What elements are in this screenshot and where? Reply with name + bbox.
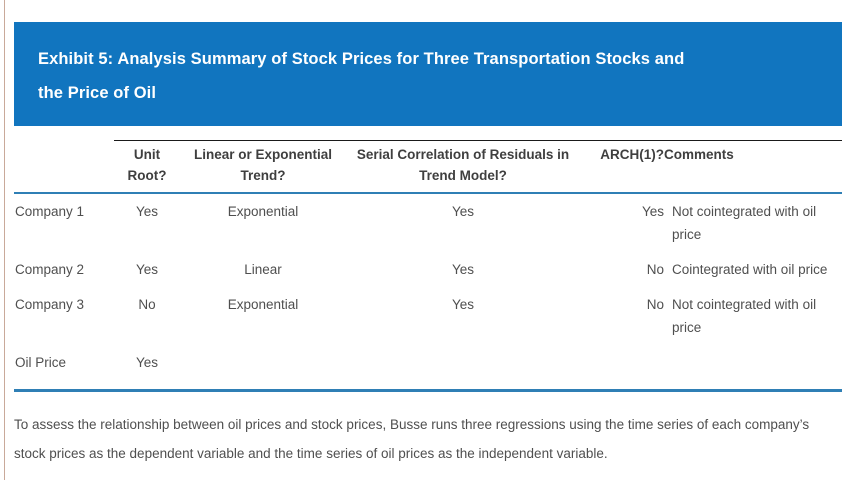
cell-comments: Not cointegrated with oil price <box>672 297 817 335</box>
left-margin-rule <box>4 0 5 480</box>
column-header-arch: ARCH(1)? <box>580 140 664 194</box>
exhibit-title-banner: Exhibit 5: Analysis Summary of Stock Pri… <box>14 22 842 126</box>
cell-trend <box>180 345 346 380</box>
table-bottom-rule <box>14 389 842 392</box>
cell-trend: Exponential <box>227 204 299 219</box>
column-header-comments: Comments <box>664 140 842 194</box>
column-header-unit-root: Unit Root? <box>114 140 180 194</box>
cell-arch <box>580 345 664 380</box>
column-header-trend: Linear or Exponential Trend? <box>180 140 346 194</box>
cell-unit-root: Yes <box>135 204 159 219</box>
table-header-row: Unit Root? Linear or Exponential Trend? … <box>14 140 842 194</box>
cell-serial-correlation: Yes <box>451 297 475 312</box>
cell-arch: No <box>646 297 664 312</box>
cell-entity: Oil Price <box>15 355 67 370</box>
cell-unit-root: Yes <box>135 262 159 277</box>
cell-serial-correlation: Yes <box>451 204 475 219</box>
cell-arch: Yes <box>641 204 664 219</box>
cell-unit-root: No <box>138 297 156 312</box>
column-header-serial-correlation: Serial Correlation of Residuals in Trend… <box>346 140 580 194</box>
cell-entity: Company 1 <box>15 204 85 219</box>
cell-unit-root: Yes <box>135 355 159 370</box>
cell-comments: Cointegrated with oil price <box>672 262 828 277</box>
cell-trend: Exponential <box>227 297 299 312</box>
exhibit-summary-table: Unit Root? Linear or Exponential Trend? … <box>14 140 842 380</box>
table-row: Oil Price Yes <box>14 345 842 380</box>
cell-comments: Not cointegrated with oil price <box>672 204 817 242</box>
cell-serial-correlation <box>346 345 580 380</box>
cell-serial-correlation: Yes <box>451 262 475 277</box>
column-header-entity <box>14 140 114 194</box>
table-row: Company 2 Yes Linear Yes No Cointegrated… <box>14 252 842 287</box>
cell-comments <box>664 345 842 380</box>
table-row: Company 3 No Exponential Yes No Not coin… <box>14 287 842 345</box>
cell-entity: Company 3 <box>15 297 85 312</box>
cell-arch: No <box>646 262 664 277</box>
table-row: Company 1 Yes Exponential Yes Yes Not co… <box>14 193 842 252</box>
cell-entity: Company 2 <box>15 262 85 277</box>
page-title: Exhibit 5: Analysis Summary of Stock Pri… <box>38 50 685 102</box>
footer-note: To assess the relationship between oil p… <box>14 417 810 461</box>
cell-trend: Linear <box>244 262 282 277</box>
